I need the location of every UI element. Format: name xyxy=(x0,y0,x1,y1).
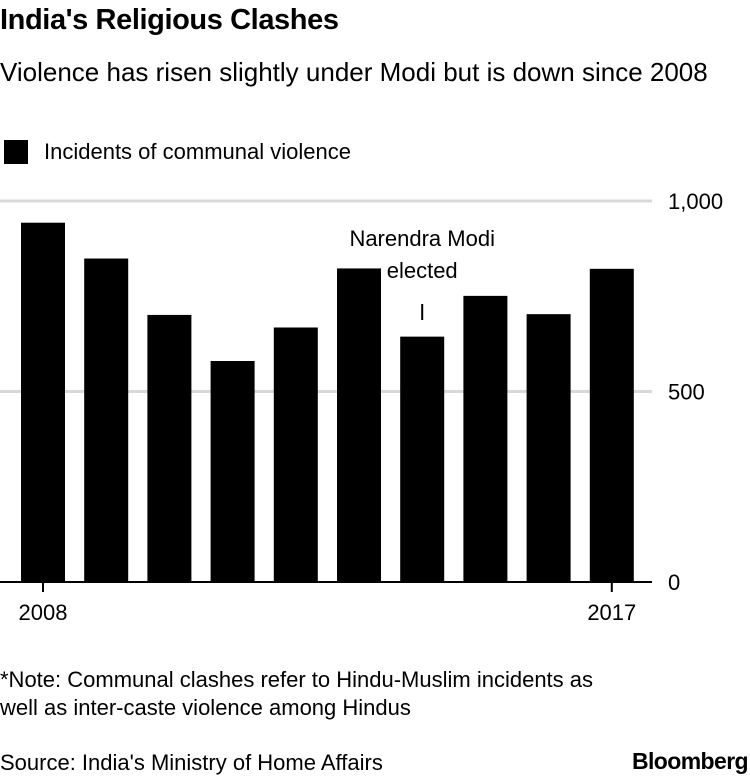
bar-2008 xyxy=(21,222,65,583)
y-tick-label: 500 xyxy=(668,380,705,405)
annotation-text-line2: elected xyxy=(387,258,458,283)
bar-2015 xyxy=(463,295,508,582)
chart-subtitle: Violence has risen slightly under Modi b… xyxy=(0,57,708,87)
annotation-text-line1: Narendra Modi xyxy=(349,226,495,251)
bar-2017 xyxy=(589,268,634,582)
bar-2012 xyxy=(273,327,318,582)
bar-2009 xyxy=(84,258,129,582)
bar-2014 xyxy=(400,336,445,582)
bar-chart: 0 500 1,000 Narendra Modi elected 2008 2017 xyxy=(0,189,723,625)
y-tick-label: 1,000 xyxy=(668,189,723,214)
chart-title: India's Religious Clashes xyxy=(0,4,339,36)
legend-label: Incidents of communal violence xyxy=(44,139,351,164)
chart-note: *Note: Communal clashes refer to Hindu-M… xyxy=(0,667,594,720)
chart-source: Source: India's Ministry of Home Affairs xyxy=(0,750,383,775)
bar-2013 xyxy=(337,268,381,582)
legend-swatch xyxy=(4,140,28,164)
x-axis: 2008 2017 xyxy=(0,581,652,625)
annotation: Narendra Modi elected xyxy=(349,226,495,320)
legend: Incidents of communal violence xyxy=(4,139,351,165)
bar-2010 xyxy=(147,314,192,582)
bar-2011 xyxy=(210,361,255,582)
brand-logo: Bloomberg xyxy=(632,748,749,774)
bar-2016 xyxy=(526,314,571,582)
x-tick-label: 2017 xyxy=(587,600,636,625)
y-tick-label: 0 xyxy=(668,570,680,595)
bars xyxy=(21,222,634,583)
x-tick-label: 2008 xyxy=(19,600,68,625)
y-tick-labels: 0 500 1,000 xyxy=(668,189,723,595)
